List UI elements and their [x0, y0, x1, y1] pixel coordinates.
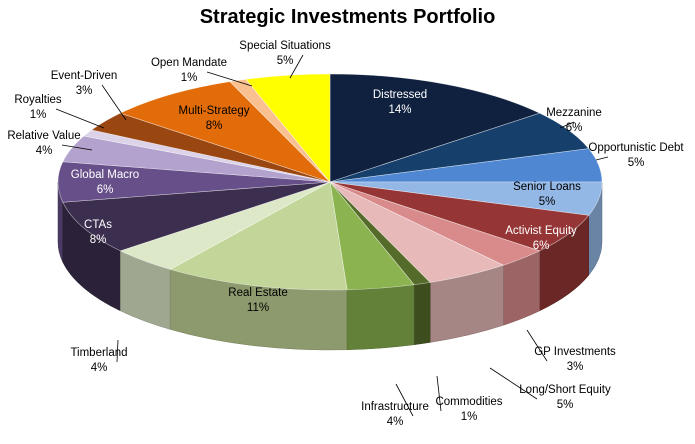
slice-label-special-situations: Special Situations [239, 40, 331, 52]
pie-sides [57, 181, 603, 351]
slice-label-royalties: Royalties [14, 94, 62, 106]
pie-slice-special-situations [245, 73, 331, 183]
slice-label-real-estate: Real Estate [228, 287, 287, 299]
leader-line-event-driven [101, 84, 127, 121]
pie-slice-multi-strategy [119, 81, 331, 183]
slice-label-timberland: Timberland [70, 347, 127, 359]
leader-line-timberland [116, 339, 119, 363]
leader-line-open-mandate [206, 71, 253, 87]
slice-label-multi-strategy: Multi-Strategy [179, 105, 250, 117]
slice-label-event-driven: Event-Driven [51, 70, 117, 82]
leader-line-long-short-equity [489, 367, 538, 400]
leader-line-infrastructure [395, 383, 414, 417]
leader-line-relative-value [61, 144, 93, 151]
slice-value-ctas: 8% [90, 234, 107, 246]
leader-line-special-situations [289, 54, 304, 79]
pie-side-commodities [413, 282, 431, 345]
slice-label-global-macro: Global Macro [71, 169, 139, 181]
slice-value-distressed: 14% [388, 104, 411, 116]
slice-value-relative-value: 4% [36, 145, 53, 157]
slice-label-distressed: Distressed [373, 89, 427, 101]
slice-label-long-short-equity: Long/Short Equity [519, 384, 611, 396]
slice-label-ctas: CTAs [84, 219, 112, 231]
slice-label-opportunistic-debt: Opportunistic Debt [588, 142, 684, 154]
leader-line-commodities [436, 375, 442, 412]
slice-value-long-short-equity: 5% [557, 399, 574, 411]
slice-value-activist-equity: 6% [533, 240, 550, 252]
slice-label-commodities: Commodities [435, 396, 502, 408]
pie-slice-real-estate [169, 181, 348, 291]
slice-value-senior-loans: 5% [539, 196, 556, 208]
leader-line-royalties [55, 108, 105, 129]
slice-label-activist-equity: Activist Equity [505, 225, 577, 237]
slice-value-timberland: 4% [91, 362, 108, 374]
slice-value-multi-strategy: 8% [206, 120, 223, 132]
leader-line-gp-investments [526, 329, 548, 362]
slice-label-open-mandate: Open Mandate [151, 57, 227, 69]
slice-value-open-mandate: 1% [181, 72, 198, 84]
slice-value-opportunistic-debt: 5% [628, 157, 645, 169]
pie-labels: Distressed 14% Mezzanine 6% Opportunistic De… [7, 40, 684, 428]
pie-top [57, 73, 603, 291]
slice-label-infrastructure: Infrastructure [361, 401, 429, 413]
pie-slice-ctas [62, 181, 331, 252]
slice-value-event-driven: 3% [76, 85, 93, 97]
pie-slice-distressed [329, 73, 541, 183]
slice-value-royalties: 1% [30, 109, 47, 121]
slice-label-gp-investments: GP Investments [534, 346, 616, 358]
slice-value-infrastructure: 4% [387, 416, 404, 428]
chart-title: Strategic Investments Portfolio [199, 6, 496, 28]
slice-value-mezzanine: 6% [566, 122, 583, 134]
slice-value-commodities: 1% [461, 411, 478, 423]
slice-label-senior-loans: Senior Loans [513, 181, 581, 193]
leader-line-mezzanine [559, 121, 575, 129]
slice-value-special-situations: 5% [277, 55, 294, 67]
slice-value-real-estate: 11% [247, 302, 269, 314]
slice-value-global-macro: 6% [97, 184, 114, 196]
slice-label-mezzanine: Mezzanine [546, 107, 602, 119]
leader-line-opportunistic-debt [595, 156, 609, 161]
pie-side-infrastructure [346, 284, 415, 351]
slice-value-gp-investments: 3% [567, 361, 584, 373]
slice-label-relative-value: Relative Value [7, 130, 80, 142]
